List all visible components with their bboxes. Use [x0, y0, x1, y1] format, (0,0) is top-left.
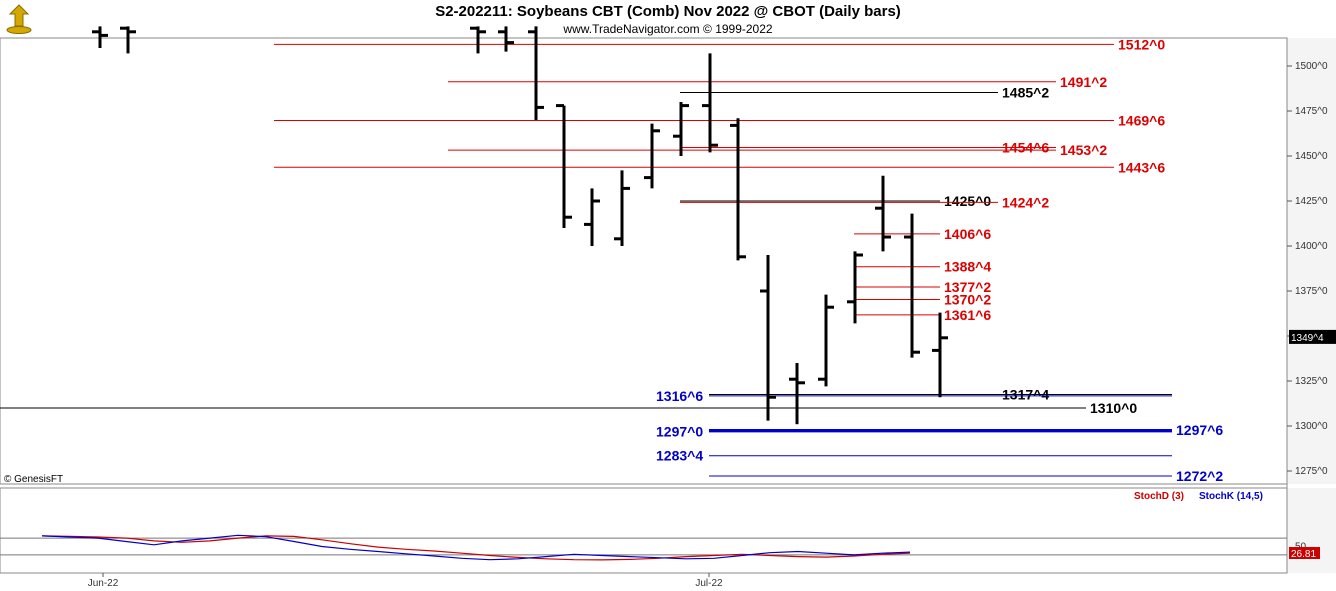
ohlc-bar-14 [818, 294, 834, 387]
ohlc-bar-18 [932, 312, 948, 398]
price-panel-frame [0, 37, 1288, 485]
level-label-16: 1310^0 [1090, 400, 1137, 416]
price-bars [92, 26, 948, 425]
level-label-14: 1317^4 [1002, 387, 1049, 403]
ohlc-bar-7 [614, 170, 630, 246]
stoch-axis-bg [1287, 488, 1336, 573]
level-label-0: 1512^0 [1118, 36, 1165, 52]
stoch-legend-1: StochK (14,5) [1199, 491, 1263, 502]
ohlc-bar-0 [92, 26, 108, 48]
ohlc-bar-17 [904, 213, 920, 358]
price-tick-label-1: 1300^0 [1295, 421, 1328, 432]
ohlc-bar-1 [120, 26, 136, 54]
ohlc-bar-10 [702, 53, 718, 153]
price-levels: 1512^0 1491^2 1485^2 1469^6 1454^6 1453^2 1443… [0, 36, 1223, 484]
ohlc-bar-5 [556, 104, 572, 228]
price-axis[interactable]: 1275^01300^01325^01350^01375^01400^01425… [1287, 61, 1336, 477]
level-label-11: 1377^2 [944, 279, 991, 295]
level-label-12: 1370^2 [944, 292, 991, 308]
price-tick-label-5: 1400^0 [1295, 241, 1328, 252]
price-tick-label-9: 1500^0 [1295, 61, 1328, 72]
level-label-9: 1406^6 [944, 226, 991, 242]
ohlc-bar-3 [498, 26, 514, 52]
current-price-label: 1349^4 [1291, 333, 1324, 344]
level-label-19: 1283^4 [656, 448, 703, 464]
price-axis-bg [1287, 38, 1336, 484]
level-label-7: 1425^0 [944, 193, 991, 209]
stoch-legend-0: StochD (3) [1134, 491, 1184, 502]
ohlc-bar-11 [730, 118, 746, 261]
date-label-0: Jun-22 [88, 578, 119, 589]
price-tick-label-6: 1425^0 [1295, 196, 1328, 207]
ohlc-bar-4 [528, 26, 544, 120]
ohlc-bar-8 [644, 123, 660, 189]
level-label-4: 1454^6 [1002, 139, 1049, 155]
level-label-17: 1297^0 [656, 423, 703, 439]
price-tick-label-7: 1450^0 [1295, 151, 1328, 162]
stoch-series-1 [41, 534, 911, 561]
level-label-18: 1297^6 [1176, 422, 1223, 438]
current-price-badge [1289, 329, 1336, 344]
price-tick-label-2: 1325^0 [1295, 376, 1328, 387]
trade-navigator-logo [2, 2, 36, 36]
ohlc-bar-13 [789, 363, 805, 425]
level-label-2: 1485^2 [1002, 85, 1049, 101]
stochastic-panel: StochD (3)StochK (14,5)5026.81 [0, 491, 1320, 561]
level-label-5: 1453^2 [1060, 142, 1107, 158]
chart-header: S2-202211: Soybeans CBT (Comb) Nov 2022 … [0, 0, 1336, 38]
chart-title: S2-202211: Soybeans CBT (Comb) Nov 2022 … [435, 3, 901, 20]
level-label-13: 1361^6 [944, 307, 991, 323]
stoch-panel-frame [0, 487, 1288, 574]
price-tick-label-4: 1375^0 [1295, 286, 1328, 297]
date-label-1: Jul-22 [695, 578, 723, 589]
price-tick-label-0: 1275^0 [1295, 466, 1328, 477]
ohlc-bar-2 [470, 26, 486, 54]
ohlc-bar-6 [584, 188, 600, 246]
price-tick-label-8: 1475^0 [1295, 106, 1328, 117]
level-label-15: 1316^6 [656, 388, 703, 404]
stoch-value-badge [1289, 547, 1320, 559]
genesis-credit: © GenesisFT [4, 474, 64, 485]
ohlc-bar-12 [760, 255, 776, 421]
level-label-6: 1443^6 [1118, 159, 1165, 175]
stoch-value-label: 26.81 [1291, 549, 1316, 560]
level-label-20: 1272^2 [1176, 468, 1223, 484]
level-label-1: 1491^2 [1060, 74, 1107, 90]
stoch-series-0 [41, 535, 911, 561]
level-label-10: 1388^4 [944, 259, 991, 275]
chart-subtitle: www.TradeNavigator.com © 1999-2022 [563, 22, 773, 36]
level-label-3: 1469^6 [1118, 112, 1165, 128]
ohlc-bar-9 [673, 102, 689, 156]
date-axis: Jun-22 Jul-22 [88, 573, 723, 589]
ohlc-bar-15 [847, 251, 863, 324]
level-label-8: 1424^2 [1002, 194, 1049, 210]
ohlc-bar-16 [875, 175, 891, 252]
